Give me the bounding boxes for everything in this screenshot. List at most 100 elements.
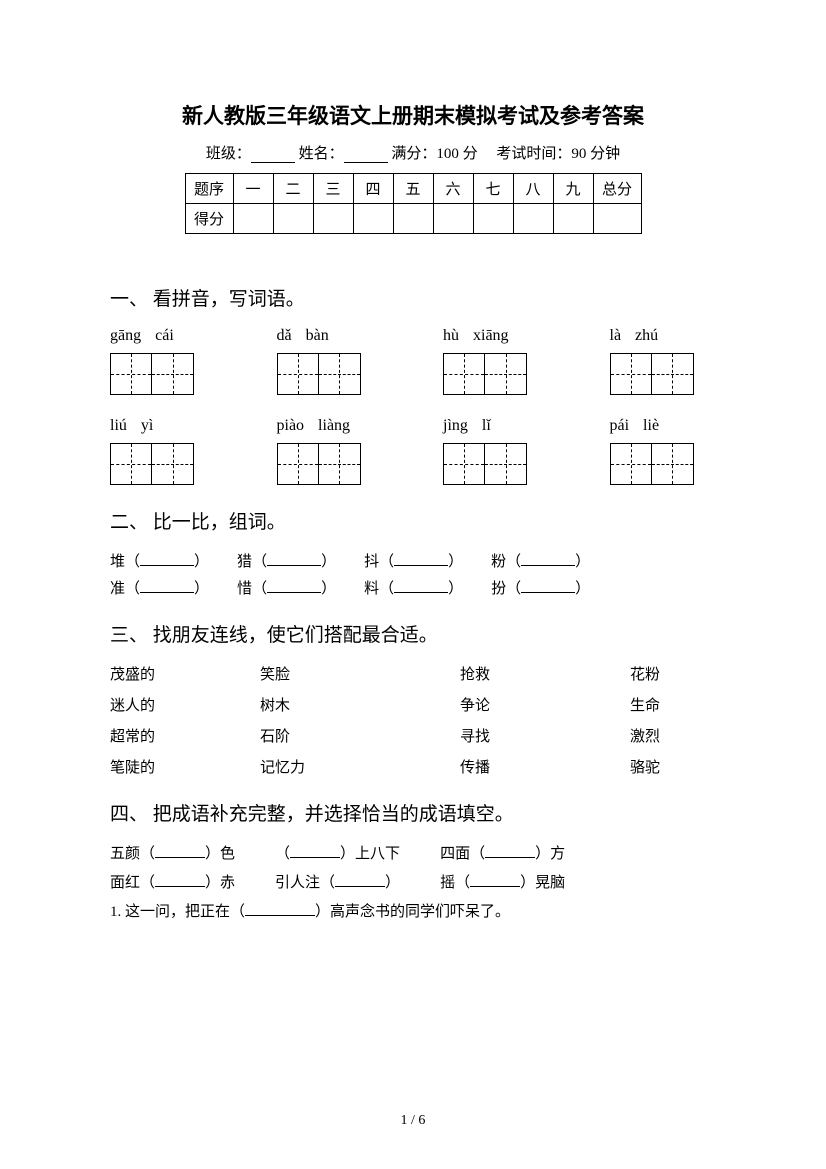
tianzige-cell[interactable]	[110, 443, 152, 485]
cell[interactable]	[593, 204, 641, 234]
tianzige-cell[interactable]	[319, 353, 361, 395]
fill-blank[interactable]	[335, 873, 385, 887]
tianzige-cell[interactable]	[610, 353, 652, 395]
tianzige-row	[110, 353, 716, 395]
tianzige-cell[interactable]	[610, 443, 652, 485]
fill-blank[interactable]	[485, 844, 535, 858]
idiom-row: 五颜（）色 （）上八下 四面（）方	[110, 842, 716, 863]
idiom-pre: （	[275, 846, 290, 862]
pinyin: hù	[443, 327, 459, 345]
compare-item: 猎（）	[237, 550, 336, 571]
cell[interactable]	[433, 204, 473, 234]
class-blank[interactable]	[251, 147, 295, 163]
compare-item: 抖（）	[364, 550, 463, 571]
match-left: 茂盛的	[110, 663, 260, 684]
compare-item: 堆（）	[110, 550, 209, 571]
name-label: 姓名：	[299, 146, 344, 162]
tianzige-cell[interactable]	[319, 443, 361, 485]
tianzige-cell[interactable]	[652, 353, 694, 395]
idiom-pre: 五颜（	[110, 846, 155, 862]
fill-blank[interactable]	[290, 844, 340, 858]
match-right: 记忆力	[260, 756, 460, 777]
idiom-post: ）方	[535, 846, 565, 862]
cell[interactable]	[313, 204, 353, 234]
tianzige-cell[interactable]	[277, 443, 319, 485]
page-footer: 1 / 6	[0, 1113, 826, 1129]
match-right: 石阶	[260, 725, 460, 746]
pinyin: lǐ	[482, 417, 491, 435]
tianzige-pair	[443, 353, 550, 395]
pinyin: jìng	[443, 417, 468, 435]
pinyin-row: gāngcái dǎbàn hùxiāng làzhú	[110, 327, 716, 345]
match-left2: 寻找	[460, 725, 630, 746]
fill-blank[interactable]	[267, 579, 321, 593]
cell-label: 得分	[185, 204, 233, 234]
tianzige-cell[interactable]	[277, 353, 319, 395]
sentence-line: 1. 这一问，把正在（）高声念书的同学们吓呆了。	[110, 900, 716, 921]
class-label: 班级：	[206, 146, 251, 162]
cell[interactable]	[233, 204, 273, 234]
idiom-row: 面红（）赤 引人注（） 摇（）晃脑	[110, 871, 716, 892]
fill-blank[interactable]	[155, 873, 205, 887]
match-right2: 激烈	[630, 725, 710, 746]
match-right2: 花粉	[630, 663, 710, 684]
cell[interactable]	[273, 204, 313, 234]
fill-blank[interactable]	[521, 552, 575, 566]
pinyin-group: hùxiāng	[443, 327, 550, 345]
idiom-item: 四面（）方	[440, 842, 565, 863]
match-row: 迷人的 树木 争论 生命	[110, 694, 716, 715]
pinyin: là	[610, 327, 622, 345]
pinyin: dǎ	[277, 327, 292, 345]
idiom-pre: 摇（	[440, 875, 470, 891]
cell[interactable]	[473, 204, 513, 234]
tianzige-cell[interactable]	[485, 353, 527, 395]
fill-blank[interactable]	[470, 873, 520, 887]
idiom-item: 面红（）赤	[110, 871, 235, 892]
cell[interactable]	[553, 204, 593, 234]
pinyin: liú	[110, 417, 127, 435]
fill-blank[interactable]	[245, 902, 315, 916]
tianzige-cell[interactable]	[443, 443, 485, 485]
char: 抖	[364, 554, 379, 570]
fill-blank[interactable]	[155, 844, 205, 858]
match-left: 笔陡的	[110, 756, 260, 777]
pinyin: bàn	[306, 327, 329, 345]
section-1-title: 一、 看拼音，写词语。	[110, 284, 716, 311]
match-left: 迷人的	[110, 694, 260, 715]
idiom-post: ）色	[205, 846, 235, 862]
pinyin: xiāng	[473, 327, 509, 345]
pinyin-group: gāngcái	[110, 327, 217, 345]
tianzige-cell[interactable]	[152, 353, 194, 395]
tianzige-cell[interactable]	[110, 353, 152, 395]
tianzige-cell[interactable]	[652, 443, 694, 485]
cell[interactable]	[513, 204, 553, 234]
cell: 五	[393, 174, 433, 204]
cell[interactable]	[393, 204, 433, 234]
name-blank[interactable]	[344, 147, 388, 163]
pinyin: yì	[141, 417, 153, 435]
fill-blank[interactable]	[394, 552, 448, 566]
cell[interactable]	[353, 204, 393, 234]
fill-blank[interactable]	[140, 579, 194, 593]
tianzige-cell[interactable]	[443, 353, 485, 395]
fill-blank[interactable]	[267, 552, 321, 566]
match-row: 茂盛的 笑脸 抢救 花粉	[110, 663, 716, 684]
tianzige-cell[interactable]	[485, 443, 527, 485]
section-4-title: 四、 把成语补充完整，并选择恰当的成语填空。	[110, 799, 716, 826]
tianzige-cell[interactable]	[152, 443, 194, 485]
fill-blank[interactable]	[140, 552, 194, 566]
idiom-pre: 面红（	[110, 875, 155, 891]
cell: 八	[513, 174, 553, 204]
pinyin: gāng	[110, 327, 141, 345]
match-right: 笑脸	[260, 663, 460, 684]
tianzige-pair	[277, 443, 384, 485]
tianzige-pair	[277, 353, 384, 395]
score-table: 题序 一 二 三 四 五 六 七 八 九 总分 得分	[185, 173, 642, 234]
match-right: 树木	[260, 694, 460, 715]
idiom-post: ）	[385, 875, 400, 891]
pinyin: liè	[643, 417, 659, 435]
idiom-item: 五颜（ ）色	[110, 842, 235, 863]
fill-blank[interactable]	[394, 579, 448, 593]
pinyin-group: làzhú	[610, 327, 717, 345]
fill-blank[interactable]	[521, 579, 575, 593]
